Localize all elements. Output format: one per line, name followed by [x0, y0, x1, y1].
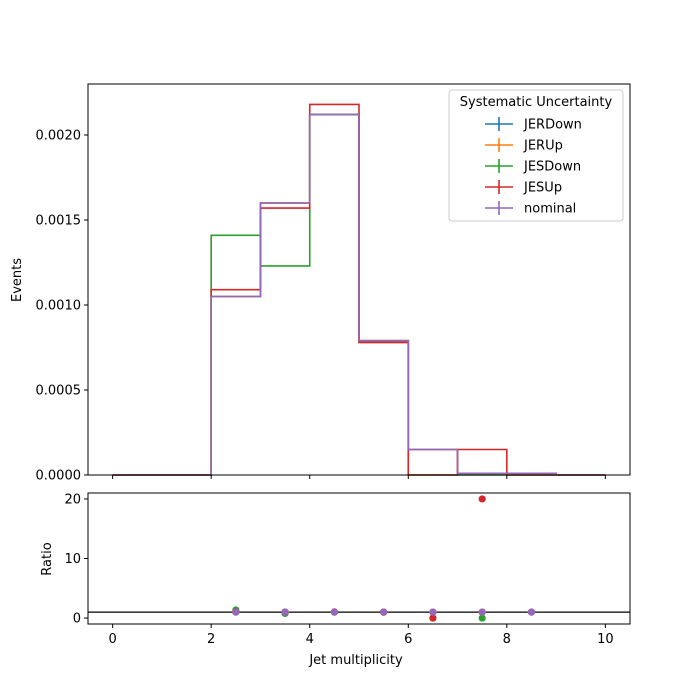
main-y-ticks: 0.0000 0.0005 0.0010 0.0015 0.0020 [36, 129, 88, 484]
main-y-tick-label: 0.0000 [36, 469, 82, 484]
legend: Systematic Uncertainty JERDown JERUp JESDo… [448, 89, 624, 222]
legend-label-jerdown: JERDown [523, 118, 582, 133]
ratio-point-nominal [281, 608, 289, 616]
legend-label-jesup: JESUp [523, 181, 562, 196]
ratio-x-tick-label: 0 [108, 632, 116, 647]
ratio-point-jesup [429, 614, 437, 622]
legend-label-nominal: nominal [524, 202, 576, 217]
main-y-tick-label: 0.0015 [36, 214, 82, 229]
legend-label-jerup: JERUp [523, 139, 563, 154]
legend-label-jesdown: JESDown [523, 160, 581, 175]
ratio-y-tick-label: 0 [73, 612, 81, 627]
legend-items: JERDown JERUp JESDown JESUp nominal [485, 117, 582, 217]
ratio-point-jesup [478, 495, 486, 503]
ratio-point-jesdown [478, 614, 486, 622]
main-y-tick-label: 0.0020 [36, 129, 82, 144]
ratio-point-nominal [478, 608, 486, 616]
main-y-axis-label: Events [10, 258, 25, 302]
main-axes-frame [87, 83, 631, 476]
ratio-y-tick-label: 20 [64, 492, 81, 507]
ratio-y-tick-label: 10 [64, 552, 81, 567]
ratio-point-nominal [330, 608, 338, 616]
ratio-points-group [232, 495, 536, 622]
main-y-tick-label: 0.0010 [36, 299, 82, 314]
ratio-x-tick-label: 8 [503, 632, 511, 647]
legend-title: Systematic Uncertainty [460, 95, 613, 110]
legend-box [448, 89, 624, 222]
ratio-point-nominal [232, 608, 240, 616]
ratio-point-nominal [380, 608, 388, 616]
main-y-tick-label: 0.0005 [36, 384, 82, 399]
ratio-point-nominal [527, 608, 536, 616]
ratio-x-tick-label: 6 [404, 632, 412, 647]
ratio-point-nominal [429, 608, 437, 616]
x-axis-label: Jet multiplicity [308, 653, 403, 668]
ratio-x-tick-label: 2 [207, 632, 215, 647]
main-panel: 0.0000 0.0005 0.0010 0.0015 0.0020 Events [10, 83, 631, 484]
series-line-nominal [112, 113, 606, 476]
ratio-x-ticks: 0 2 4 6 8 10 [108, 624, 614, 647]
ratio-panel: 0 10 20 0 2 4 6 8 10 Ratio Jet multiplicity [40, 492, 631, 668]
ratio-y-ticks: 0 10 20 [64, 492, 88, 627]
ratio-x-tick-label: 10 [597, 632, 614, 647]
ratio-y-axis-label: Ratio [40, 542, 55, 575]
main-x-ticks [112, 475, 606, 479]
ratio-x-tick-label: 4 [306, 632, 314, 647]
